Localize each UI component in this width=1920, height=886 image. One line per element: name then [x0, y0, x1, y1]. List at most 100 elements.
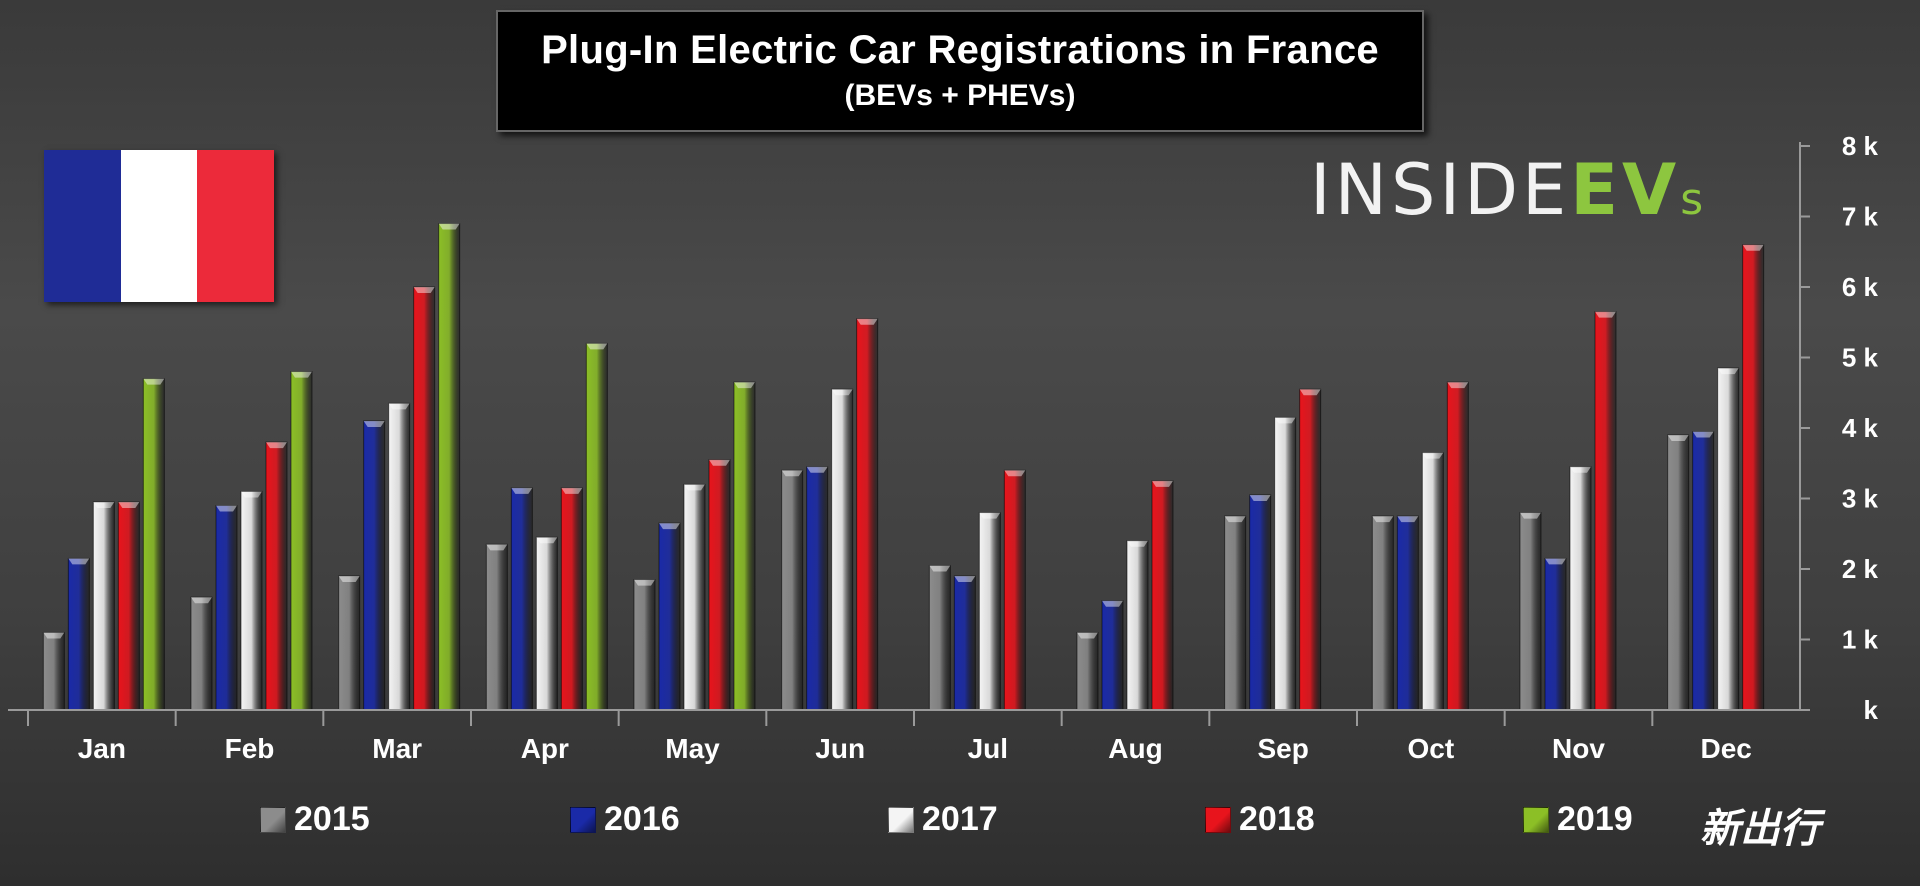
- bar-cap-2017-sep: [1274, 417, 1296, 424]
- axis-layer: k 1 k 2 k 3 k 4 k 5 k 6 k 7 k 8 k Jan Feb Mar Apr May…: [8, 131, 1879, 764]
- bar-2017-jan: [92, 501, 115, 711]
- legend-item-2015: 2015: [260, 800, 370, 839]
- bar-cap-2017-jul: [979, 512, 1001, 519]
- bar-2016-dec: [1692, 431, 1715, 711]
- bar-cap-2019-feb: [291, 371, 312, 378]
- bar-cap-2019-apr: [586, 343, 608, 350]
- legend-label-2019: 2019: [1557, 800, 1633, 838]
- bar-2018-jun: [856, 318, 879, 711]
- y-tick-label: 2 k: [1842, 554, 1879, 584]
- bar-2015-dec: [1667, 434, 1690, 711]
- bar-2015-jul: [928, 564, 951, 711]
- bar-cap-2015-jun: [781, 470, 803, 477]
- x-tick-label: Jan: [78, 733, 126, 764]
- bar-cap-2018-may: [709, 459, 730, 466]
- bar-2016-nov: [1544, 557, 1567, 711]
- bar-cap-2015-mar: [338, 576, 360, 583]
- bar-2016-jun: [806, 466, 829, 711]
- bar-cap-2015-jan: [43, 632, 65, 639]
- bar-cap-2017-aug: [1127, 540, 1148, 547]
- x-tick-label: Sep: [1257, 733, 1308, 764]
- bar-2018-sep: [1299, 388, 1322, 711]
- bar-2015-nov: [1519, 512, 1542, 711]
- bar-2018-feb: [265, 441, 288, 711]
- bar-cap-2018-aug: [1152, 480, 1173, 487]
- bar-cap-2015-sep: [1224, 516, 1246, 523]
- legend-label-2015: 2015: [294, 800, 370, 838]
- bar-2017-mar: [388, 402, 411, 711]
- x-tick-label: Jul: [968, 733, 1008, 764]
- bar-2016-apr: [510, 487, 533, 711]
- bar-cap-2016-jun: [806, 466, 828, 473]
- bar-cap-2019-jan: [143, 378, 165, 385]
- bar-2018-dec: [1742, 244, 1765, 711]
- bar-2019-mar: [438, 223, 461, 711]
- bar-2017-apr: [535, 536, 558, 711]
- watermark-text: 新出行: [1700, 806, 1820, 852]
- bar-2017-feb: [240, 490, 263, 711]
- bar-2016-oct: [1396, 515, 1419, 711]
- bar-2019-may: [733, 381, 756, 711]
- bar-cap-2015-may: [634, 579, 655, 586]
- bar-cap-2018-feb: [266, 442, 287, 449]
- y-tick-label: 1 k: [1842, 625, 1879, 655]
- insideevs-logo: INSIDEEVs: [1310, 150, 1707, 230]
- y-tick-label: 4 k: [1842, 413, 1879, 443]
- bar-cap-2018-jun: [856, 318, 878, 325]
- bar-2017-aug: [1126, 540, 1149, 711]
- bar-cap-2016-may: [659, 523, 680, 530]
- bar-2015-may: [633, 579, 656, 711]
- chart-legend: 2015 2016 2017 2018 2019: [0, 800, 1920, 850]
- bar-2016-mar: [363, 420, 386, 711]
- bar-cap-2017-oct: [1422, 452, 1444, 459]
- bar-cap-2017-may: [684, 484, 705, 491]
- y-tick-label: 3 k: [1842, 484, 1879, 514]
- legend-swatch-2019: [1523, 806, 1549, 833]
- y-tick-label: 7 k: [1842, 202, 1879, 232]
- bar-cap-2018-mar: [413, 287, 435, 293]
- france-flag-icon: [44, 150, 275, 302]
- x-tick-label: Dec: [1700, 733, 1751, 764]
- bar-2017-dec: [1717, 367, 1740, 711]
- legend-swatch-2017: [888, 806, 914, 833]
- x-tick-label: Aug: [1108, 733, 1162, 764]
- x-tick-label: Oct: [1407, 733, 1454, 764]
- bars-layer: [42, 223, 1765, 711]
- bar-cap-2018-nov: [1595, 311, 1616, 318]
- bar-cap-2017-apr: [536, 537, 558, 544]
- x-tick-label: Jun: [815, 733, 865, 764]
- legend-label-2018: 2018: [1239, 800, 1315, 838]
- bar-2017-sep: [1274, 416, 1297, 711]
- bar-cap-2015-dec: [1667, 435, 1689, 442]
- bar-2018-mar: [413, 286, 436, 711]
- bar-cap-2016-mar: [363, 420, 385, 427]
- bar-2016-jan: [67, 557, 90, 711]
- x-tick-label: Apr: [521, 733, 569, 764]
- bar-cap-2015-apr: [486, 544, 508, 551]
- bar-cap-2015-aug: [1077, 632, 1098, 639]
- bar-2015-oct: [1371, 515, 1394, 711]
- legend-swatch-2015: [260, 806, 286, 833]
- bar-cap-2018-jan: [118, 502, 140, 509]
- bar-2016-sep: [1249, 494, 1272, 711]
- bar-cap-2017-feb: [241, 491, 262, 498]
- bar-2018-apr: [560, 487, 583, 711]
- bar-cap-2018-apr: [561, 487, 583, 494]
- legend-item-2017: 2017: [888, 800, 998, 839]
- logo-ev-text: EV: [1570, 149, 1681, 231]
- bar-cap-2015-jul: [929, 565, 951, 572]
- y-tick-label: k: [1864, 695, 1879, 725]
- bar-2019-jan: [142, 378, 165, 711]
- flag-red-stripe: [197, 150, 275, 302]
- bar-cap-2017-dec: [1717, 368, 1739, 375]
- bar-cap-2016-dec: [1692, 431, 1714, 438]
- bar-2016-jul: [953, 575, 976, 711]
- bar-cap-2018-oct: [1447, 382, 1469, 389]
- title-box: Plug-In Electric Car Registrations in Fr…: [496, 10, 1424, 132]
- flag-blue-stripe: [44, 150, 121, 302]
- legend-swatch-2016: [570, 806, 596, 833]
- bar-2016-aug: [1101, 600, 1124, 711]
- logo-s-text: s: [1680, 174, 1708, 225]
- bar-cap-2016-aug: [1102, 600, 1123, 607]
